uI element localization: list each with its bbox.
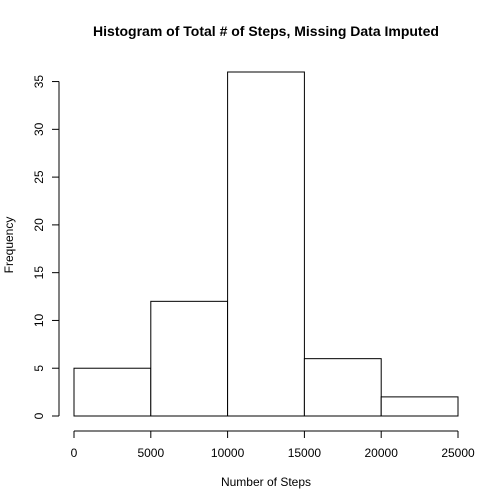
x-tick-label: 10000 bbox=[211, 446, 245, 460]
x-tick-label: 20000 bbox=[365, 446, 399, 460]
x-axis: 0 5000 10000 15000 20000 25000 bbox=[71, 431, 475, 460]
y-axis-label: Frequency bbox=[2, 217, 16, 274]
bars-group bbox=[74, 72, 458, 416]
x-tick-label: 25000 bbox=[441, 446, 475, 460]
chart-title: Histogram of Total # of Steps, Missing D… bbox=[93, 23, 439, 39]
y-tick-label: 15 bbox=[32, 266, 46, 280]
y-tick-label: 20 bbox=[32, 218, 46, 232]
x-tick-label: 15000 bbox=[288, 446, 322, 460]
y-tick-label: 35 bbox=[32, 75, 46, 89]
x-axis-label: Number of Steps bbox=[221, 475, 311, 489]
x-tick-label: 0 bbox=[71, 446, 78, 460]
histogram-bar-2 bbox=[228, 72, 305, 416]
y-tick-label: 10 bbox=[32, 313, 46, 327]
x-tick-label: 5000 bbox=[137, 446, 164, 460]
y-tick-label: 0 bbox=[32, 412, 46, 419]
y-tick-label: 25 bbox=[32, 170, 46, 184]
y-tick-label: 30 bbox=[32, 122, 46, 136]
histogram-bar-0 bbox=[74, 368, 151, 416]
y-axis: 0 5 10 15 20 25 30 35 bbox=[32, 75, 59, 420]
y-tick-label: 5 bbox=[32, 365, 46, 372]
histogram-bar-3 bbox=[304, 359, 381, 416]
histogram-bar-1 bbox=[151, 301, 228, 416]
histogram-bar-4 bbox=[381, 397, 458, 416]
